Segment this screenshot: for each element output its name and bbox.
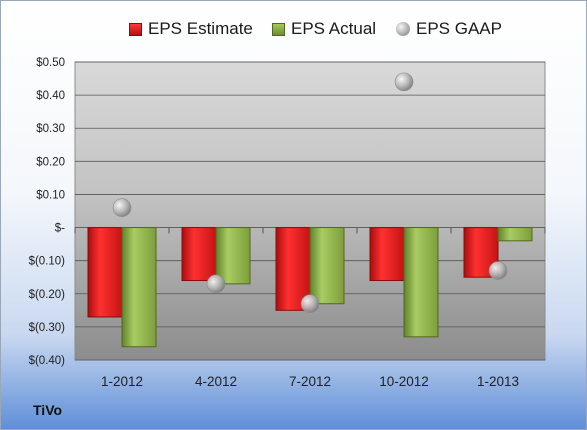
y-tick-label: $0.10 <box>36 189 65 201</box>
x-tick-label: 1-2012 <box>101 374 143 389</box>
legend-swatch-eps-estimate <box>129 22 142 36</box>
y-tick-label: $(0.30) <box>29 322 66 334</box>
bar-eps-actual <box>215 227 251 285</box>
x-tick-label: 4-2012 <box>195 374 237 389</box>
legend-swatch-eps-actual <box>272 22 285 36</box>
y-tick-label: $0.40 <box>36 90 65 102</box>
bar-eps-actual <box>121 227 157 348</box>
legend-label-eps-actual: EPS Actual <box>291 19 377 38</box>
bar-eps-actual <box>497 227 533 242</box>
y-tick-label: $0.30 <box>36 123 65 135</box>
legend-item-eps-actual: EPS Actual <box>272 17 376 41</box>
x-tick-label: 1-2013 <box>477 374 519 389</box>
bar-eps-estimate <box>87 227 123 318</box>
legend-swatch-eps-gaap <box>396 22 410 36</box>
bar-eps-estimate <box>369 227 405 282</box>
x-tick-label: 10-2012 <box>379 374 429 389</box>
y-tick-label: $- <box>55 223 65 235</box>
y-tick-label: $0.20 <box>36 156 65 168</box>
bar-eps-actual <box>403 227 439 338</box>
marker-eps-gaap <box>488 261 508 280</box>
y-tick-label: $(0.20) <box>29 289 66 301</box>
legend-label-eps-gaap: EPS GAAP <box>416 19 502 38</box>
legend-item-eps-estimate: EPS Estimate <box>129 17 253 41</box>
bar-eps-estimate <box>181 227 217 282</box>
legend-item-eps-gaap: EPS GAAP <box>396 17 502 41</box>
company-label: TiVo <box>33 402 63 418</box>
marker-eps-gaap <box>394 72 414 92</box>
y-tick-label: $(0.10) <box>29 256 66 268</box>
y-tick-label: $(0.40) <box>29 355 66 367</box>
chart-legend: EPS Estimate EPS Actual EPS GAAP <box>0 17 587 41</box>
x-tick-label: 7-2012 <box>289 374 331 389</box>
legend-label-eps-estimate: EPS Estimate <box>148 19 253 38</box>
marker-eps-gaap <box>112 198 132 217</box>
marker-eps-gaap <box>300 294 320 314</box>
marker-eps-gaap <box>206 274 226 294</box>
bar-eps-actual <box>309 227 345 305</box>
y-tick-label: $0.50 <box>36 57 65 69</box>
